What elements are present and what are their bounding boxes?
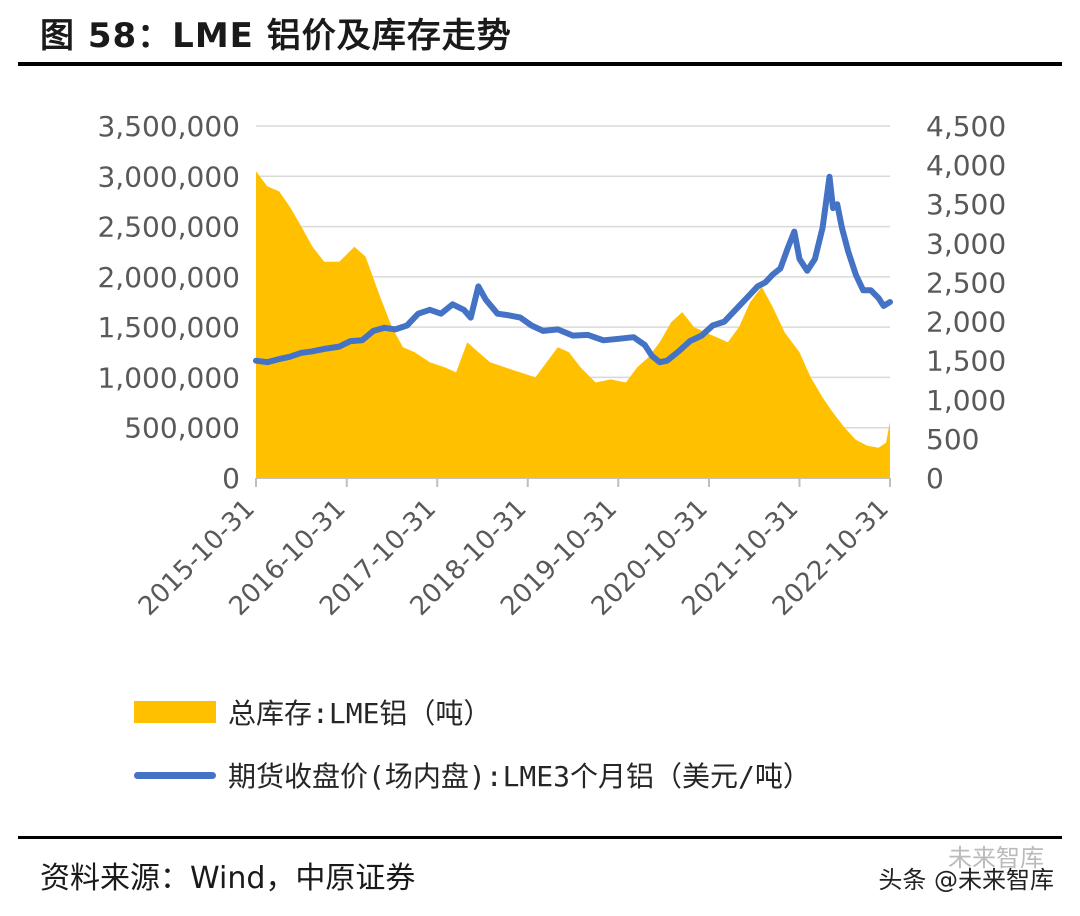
right-axis-ticks: 0 500 1,000 1,500 2,000 2,500 3,000 3,500 4,000 4… [926,110,1006,495]
right-tick-label: 1,500 [926,345,1006,378]
x-axis-ticks: 2015-10-312016-10-312017-10-312018-10-31… [133,494,895,622]
right-tick-label: 4,000 [926,149,1006,182]
right-tick-label: 0 [926,462,944,495]
inventory-area-layer [256,171,890,479]
source-note: 资料来源：Wind，中原证券 [40,861,416,896]
watermark: 未来智库 头条 @未来智库 [878,844,1054,895]
inventory-area [256,171,890,479]
left-tick-label: 3,500,000 [97,110,240,143]
left-tick-label: 0 [222,462,240,495]
left-tick-label: 1,500,000 [97,311,240,344]
right-tick-label: 1,000 [926,384,1006,417]
legend-item-inventory: 总库存:LME铝（吨） [134,692,491,732]
price-line [253,173,893,366]
right-tick-label: 3,000 [926,227,1006,260]
right-tick-label: 4,500 [926,110,1006,143]
legend-item-price: 期货收盘价(场内盘):LME3个月铝（美元/吨） [134,755,811,795]
right-tick-label: 2,500 [926,266,1006,299]
axes [255,477,891,487]
watermark-ghost: 未来智库 [948,844,1044,872]
left-tick-label: 1,000,000 [97,361,240,394]
right-tick-label: 3,500 [926,188,1006,221]
left-tick-label: 500,000 [124,412,240,445]
bottom-rule [18,836,1062,839]
left-axis-ticks: 0 500,000 1,000,000 1,500,000 2,000,000 2,500… [97,110,240,495]
figure-title: 图 58：LME 铝价及库存走势 [40,16,512,56]
chart-canvas: 0 500,000 1,000,000 1,500,000 2,000,000 2,500… [97,110,1006,622]
right-tick-label: 500 [926,423,979,456]
legend-label-price: 期货收盘价(场内盘):LME3个月铝（美元/吨） [228,760,811,793]
left-tick-label: 3,000,000 [97,160,240,193]
left-tick-label: 2,000,000 [97,261,240,294]
price-line-layer [253,173,893,366]
legend-swatch-line [134,771,216,779]
legend-label-inventory: 总库存:LME铝（吨） [228,697,492,730]
legend-swatch-area [134,701,216,723]
watermark-text: 头条 @未来智库 [878,866,1054,894]
left-tick-label: 2,500,000 [97,211,240,244]
top-rule [18,62,1062,66]
right-tick-label: 2,000 [926,306,1006,339]
